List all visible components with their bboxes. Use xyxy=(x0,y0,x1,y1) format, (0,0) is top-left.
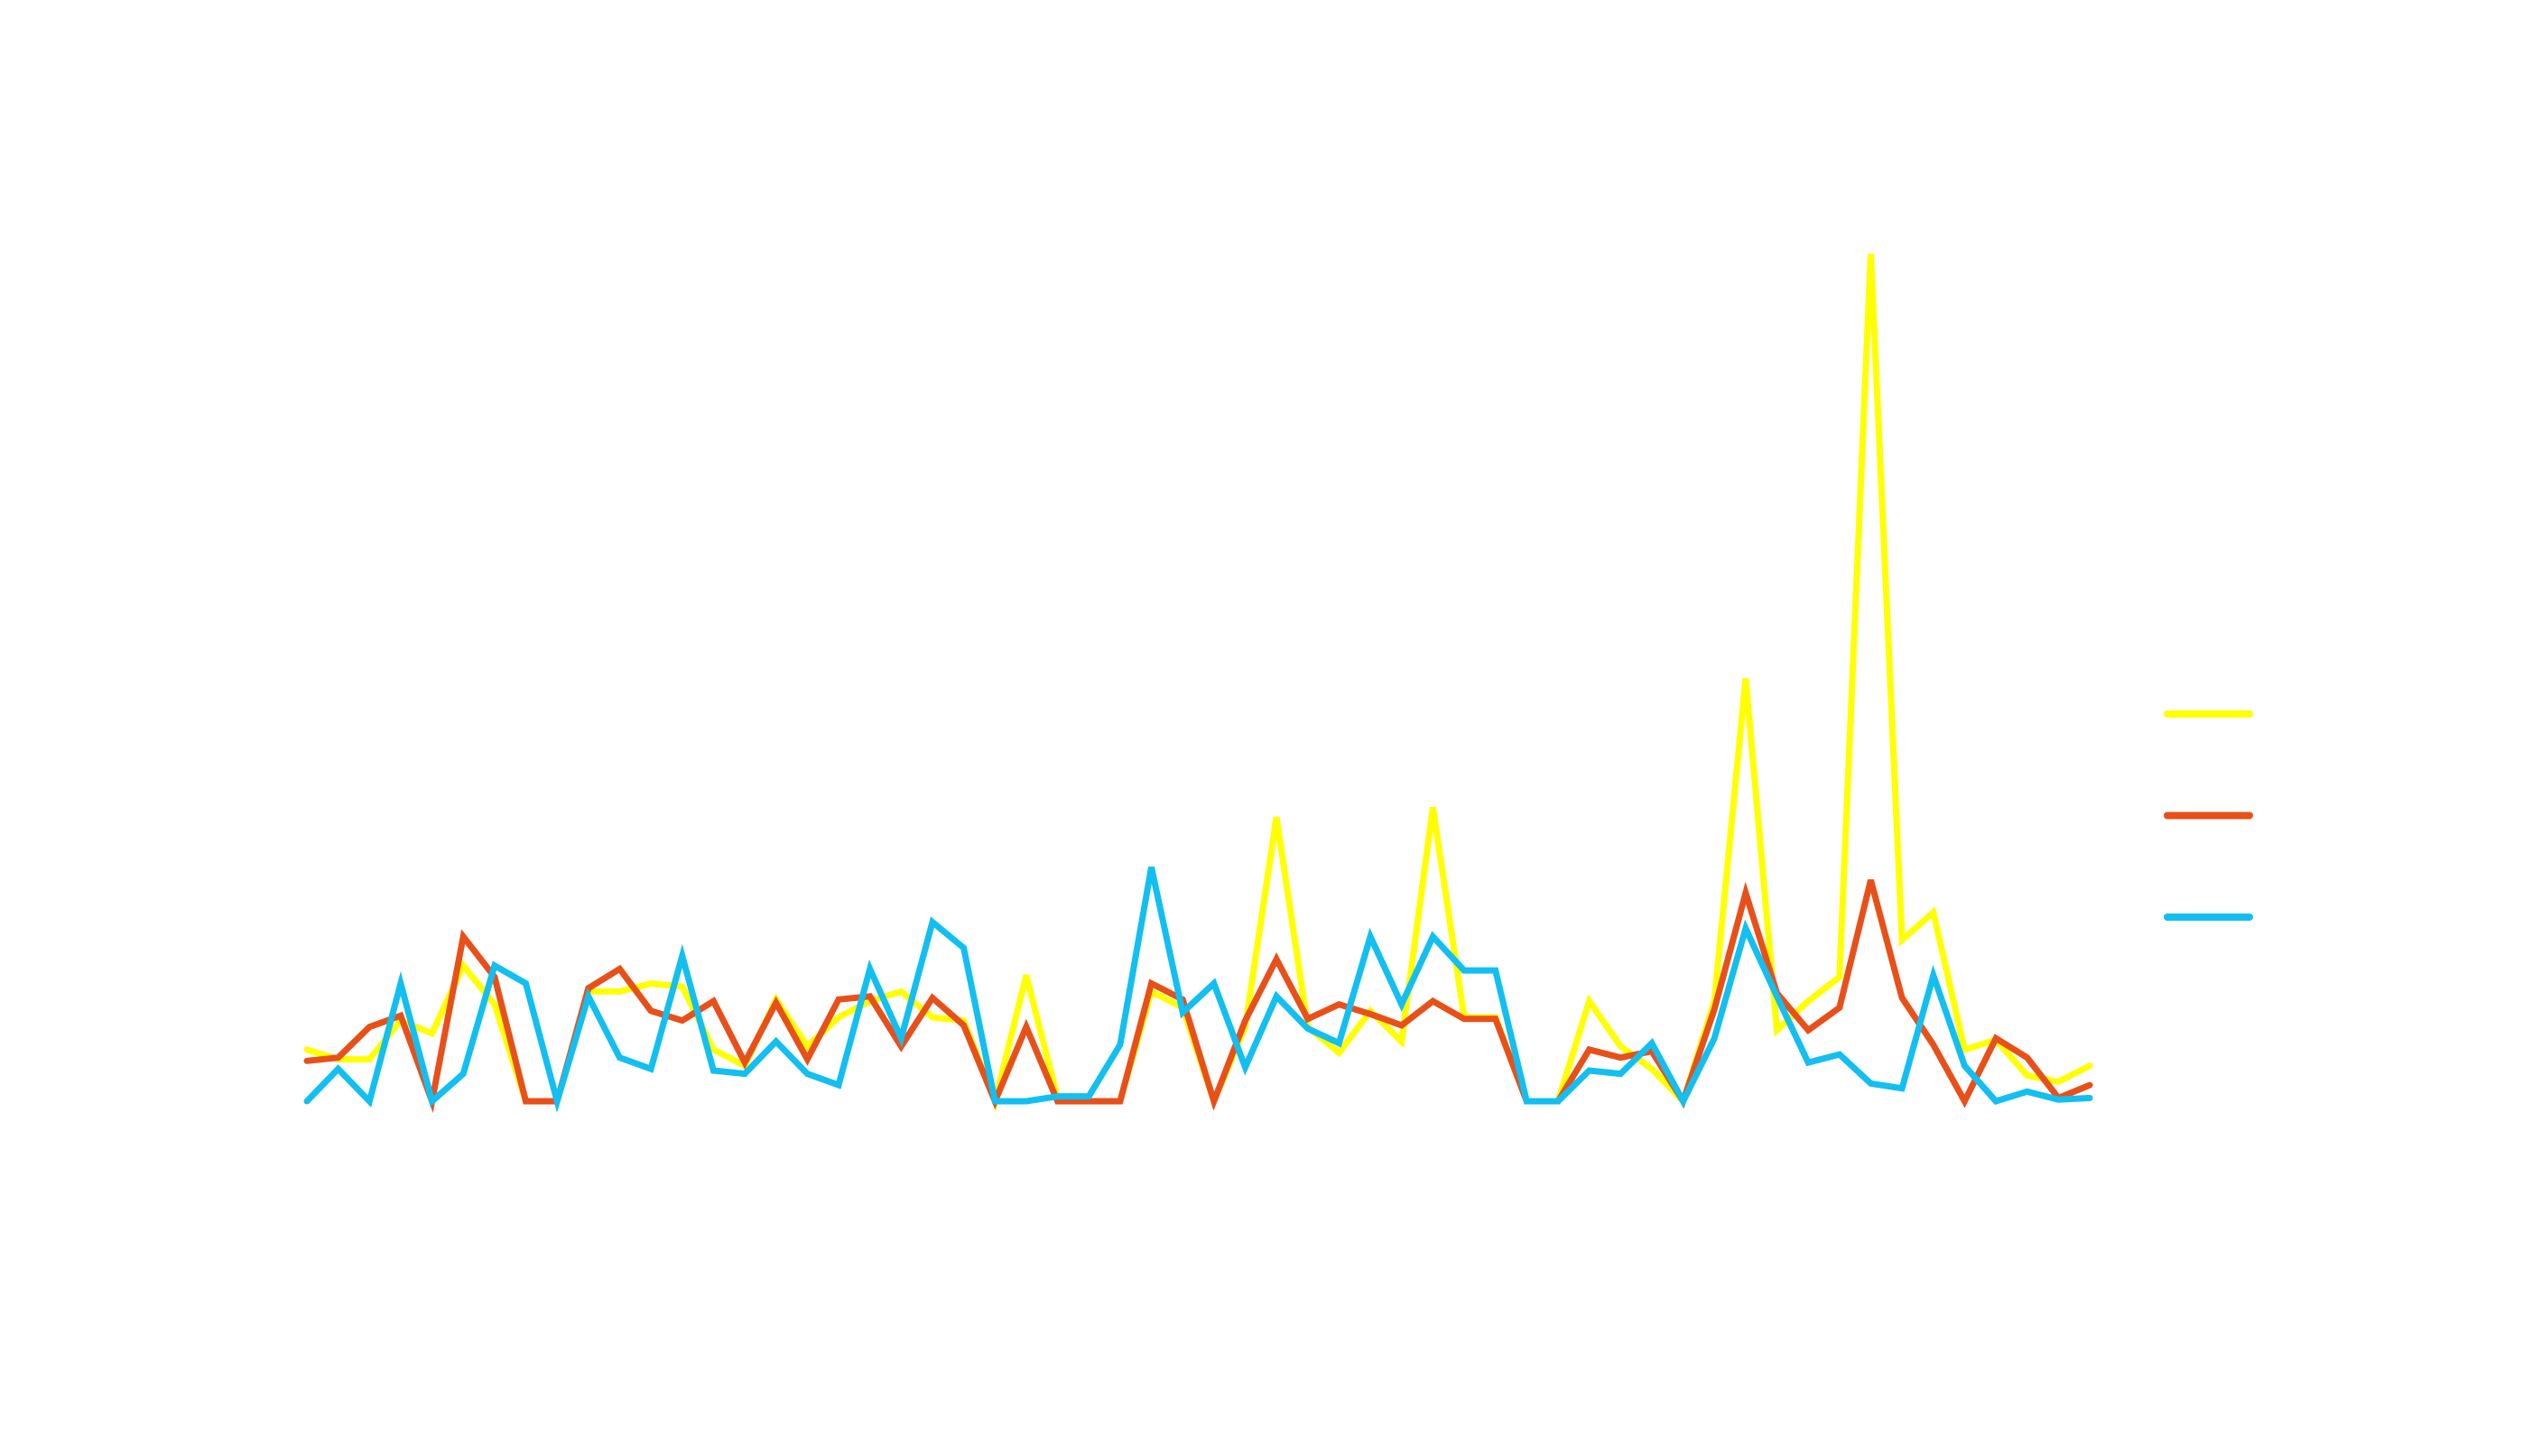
line-series xyxy=(303,866,2093,1113)
line-series xyxy=(303,253,2093,1112)
line-series xyxy=(303,879,2093,1114)
